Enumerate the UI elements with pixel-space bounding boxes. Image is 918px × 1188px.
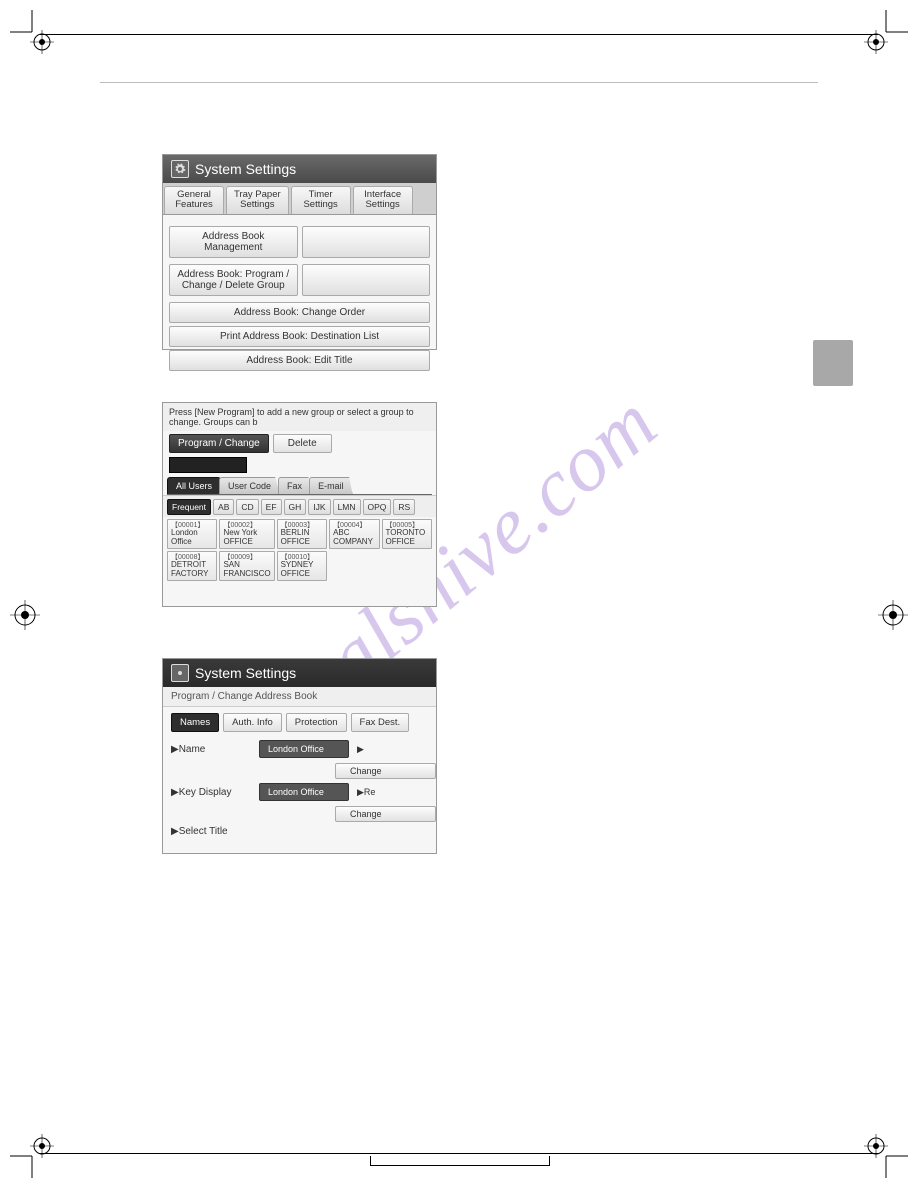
re-label: ▶Re <box>357 787 375 798</box>
contact-card[interactable]: 【00002】New York OFFICE <box>219 519 274 549</box>
filter-email[interactable]: E-mail <box>309 477 353 494</box>
filter-all-users[interactable]: All Users <box>167 477 221 494</box>
crop-divider <box>370 1156 550 1166</box>
delete-button[interactable]: Delete <box>273 434 332 453</box>
contact-card[interactable]: 【00010】SYDNEY OFFICE <box>277 551 327 581</box>
crop-divider <box>40 1153 878 1154</box>
row-key-display: ▶Key Display London Office ▶Re <box>163 781 436 803</box>
row-name: ▶Name London Office ▶ <box>163 738 436 760</box>
select-title-label: ▶Select Title <box>171 826 251 837</box>
title: System Settings <box>195 161 296 177</box>
key-label: ▶Key Display <box>171 787 251 798</box>
alpha-lmn[interactable]: LMN <box>333 499 361 515</box>
divider <box>100 82 818 83</box>
menu-address-management[interactable]: Address Book Management <box>169 226 298 258</box>
action-row: Program / Change Delete <box>163 434 436 453</box>
menu-edit-title[interactable]: Address Book: Edit Title <box>169 350 430 371</box>
contact-card[interactable]: 【00003】BERLIN OFFICE <box>277 519 327 549</box>
cat-protection[interactable]: Protection <box>286 713 347 732</box>
menu-change-order[interactable]: Address Book: Change Order <box>169 302 430 323</box>
alpha-ef[interactable]: EF <box>261 499 282 515</box>
cropmark <box>864 10 908 54</box>
contact-card[interactable]: 【00005】TORONTO OFFICE <box>382 519 432 549</box>
alpha-ijk[interactable]: IJK <box>308 499 330 515</box>
filter-user-code[interactable]: User Code <box>219 477 280 494</box>
menu-ghost[interactable] <box>302 264 431 296</box>
crop-divider <box>40 34 878 35</box>
cropmark <box>10 10 54 54</box>
alpha-gh[interactable]: GH <box>284 499 307 515</box>
tab-general[interactable]: GeneralFeatures <box>164 186 224 214</box>
menu-ghost[interactable] <box>302 226 431 258</box>
change-button-name[interactable]: Change <box>335 763 436 779</box>
filter-fax[interactable]: Fax <box>278 477 311 494</box>
settings-icon <box>171 160 189 178</box>
key-value: London Office <box>259 783 349 801</box>
program-change-button[interactable]: Program / Change <box>169 434 269 453</box>
panel-program-change: System Settings Program / Change Address… <box>162 658 437 854</box>
title: System Settings <box>195 665 296 681</box>
page-tab <box>813 340 853 386</box>
contact-card[interactable]: 【00009】SAN FRANCISCO <box>219 551 274 581</box>
menu-program-group[interactable]: Address Book: Program / Change / Delete … <box>169 264 298 296</box>
cat-names[interactable]: Names <box>171 713 219 732</box>
arrow-icon: ▶ <box>357 744 364 755</box>
panel-system-settings: System Settings GeneralFeatures Tray Pap… <box>162 154 437 350</box>
cropmark <box>10 1134 54 1178</box>
contact-card[interactable]: 【00008】DETROIT FACTORY <box>167 551 217 581</box>
tab-interface[interactable]: InterfaceSettings <box>353 186 413 214</box>
contact-grid: 【00001】London Office 【00002】New York OFF… <box>163 517 436 585</box>
tab-tray[interactable]: Tray PaperSettings <box>226 186 289 214</box>
search-field[interactable] <box>169 457 247 473</box>
alpha-cd[interactable]: CD <box>236 499 258 515</box>
cropmark <box>10 600 40 630</box>
cat-fax-dest[interactable]: Fax Dest. <box>351 713 410 732</box>
tab-row: GeneralFeatures Tray PaperSettings Timer… <box>163 183 436 215</box>
filter-tabs: All Users User Code Fax E-mail <box>167 477 432 495</box>
category-buttons: Names Auth. Info Protection Fax Dest. <box>163 707 436 738</box>
settings-icon <box>171 664 189 682</box>
cat-auth[interactable]: Auth. Info <box>223 713 282 732</box>
contact-card[interactable]: 【00001】London Office <box>167 519 217 549</box>
panel-address-book: Press [New Program] to add a new group o… <box>162 402 437 607</box>
change-button-key[interactable]: Change <box>335 806 436 822</box>
subheading: Program / Change Address Book <box>163 687 436 707</box>
name-label: ▶Name <box>171 744 251 755</box>
cropmark <box>864 1134 908 1178</box>
titlebar: System Settings <box>163 659 436 687</box>
cropmark <box>878 600 908 630</box>
menu-list: Address Book Management Address Book: Pr… <box>163 215 436 378</box>
alpha-frequent[interactable]: Frequent <box>167 499 211 515</box>
name-value: London Office <box>259 740 349 758</box>
alpha-tabs: Frequent AB CD EF GH IJK LMN OPQ RS <box>163 495 436 517</box>
menu-print-dest[interactable]: Print Address Book: Destination List <box>169 326 430 347</box>
alpha-rs[interactable]: RS <box>393 499 415 515</box>
contact-card[interactable]: 【00004】ABC COMPANY <box>329 519 379 549</box>
row-select-title: ▶Select Title <box>163 824 436 839</box>
alpha-opq[interactable]: OPQ <box>363 499 392 515</box>
titlebar: System Settings <box>163 155 436 183</box>
tab-timer[interactable]: TimerSettings <box>291 186 351 214</box>
instruction-text: Press [New Program] to add a new group o… <box>163 403 436 431</box>
alpha-ab[interactable]: AB <box>213 499 234 515</box>
